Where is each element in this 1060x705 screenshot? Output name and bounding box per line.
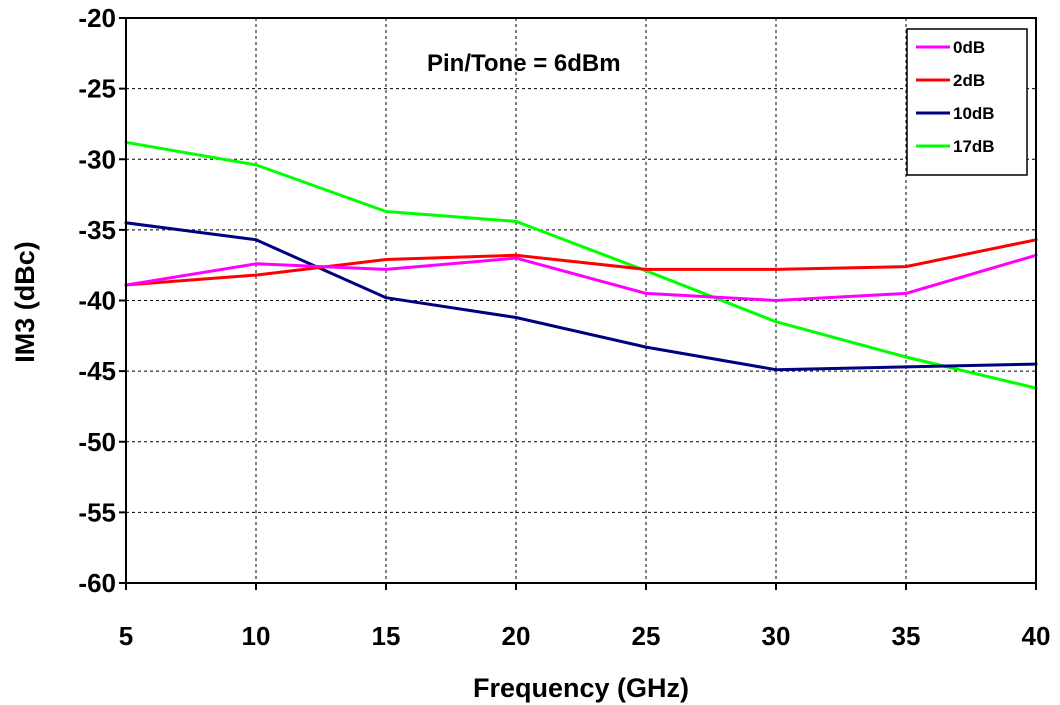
data-point-10dB	[254, 238, 258, 242]
data-point-10dB	[514, 316, 518, 319]
data-point-0dB	[644, 291, 648, 295]
series-line-10dB	[124, 221, 1038, 372]
x-tick-label: 20	[502, 621, 531, 651]
y-axis-ticks: -20 -25 -30 -35 -40 -45 -50 -55 -60	[78, 3, 126, 598]
data-point-17dB	[774, 320, 778, 324]
y-tick-label: -35	[78, 215, 116, 245]
data-point-10dB	[904, 365, 908, 369]
chart-annotation: Pin/Tone = 6dBm	[427, 50, 621, 77]
y-tick-label: -45	[78, 356, 116, 386]
legend-box	[906, 28, 1028, 176]
data-point-0dB	[384, 267, 388, 271]
data-point-0dB	[254, 262, 258, 266]
x-tick-label: 30	[762, 621, 791, 651]
x-tick-label: 5	[119, 621, 133, 651]
data-point-0dB	[904, 291, 908, 295]
plot-series	[124, 140, 1038, 390]
legend-label-17dB: 17dB	[953, 137, 995, 156]
data-point-2dB	[384, 258, 388, 261]
y-tick-label: -50	[78, 427, 116, 457]
y-tick-label: -55	[78, 497, 116, 527]
x-tick-label: 40	[1022, 621, 1051, 651]
y-tick-label: -25	[78, 74, 116, 104]
data-point-17dB	[904, 355, 908, 359]
legend-label-2dB: 2dB	[953, 71, 985, 90]
data-point-0dB	[514, 256, 518, 260]
data-point-17dB	[384, 210, 388, 213]
legend: 0dB 2dB 10dB 17dB	[906, 28, 1028, 176]
y-tick-label: -30	[78, 144, 116, 174]
data-point-2dB	[904, 265, 908, 269]
y-tick-label: -20	[78, 3, 116, 33]
data-point-10dB	[384, 296, 388, 300]
series-line-17dB	[124, 140, 1038, 390]
x-tick-label: 10	[242, 621, 271, 651]
series-line-0dB	[124, 253, 1038, 302]
y-tick-label: -60	[78, 568, 116, 598]
legend-label-0dB: 0dB	[953, 38, 985, 57]
x-tick-label: 15	[372, 621, 401, 651]
data-point-10dB	[774, 368, 778, 372]
legend-label-10dB: 10dB	[953, 104, 995, 123]
data-point-10dB	[644, 345, 648, 349]
data-point-17dB	[514, 219, 518, 223]
x-tick-label: 25	[632, 621, 661, 651]
x-tick-label: 35	[892, 621, 921, 651]
x-axis-title: Frequency (GHz)	[473, 673, 689, 703]
y-axis-title: IM3 (dBc)	[10, 241, 40, 363]
data-point-2dB	[514, 253, 518, 257]
data-point-2dB	[644, 267, 648, 271]
y-tick-label: -40	[78, 286, 116, 316]
grid	[126, 18, 1036, 583]
data-point-17dB	[254, 163, 258, 167]
data-point-2dB	[254, 273, 258, 277]
data-point-2dB	[774, 267, 778, 271]
data-point-0dB	[774, 299, 778, 302]
x-axis-ticks: 5 10 15 20 25 30 35 40	[119, 583, 1051, 651]
series-line-2dB	[124, 238, 1038, 287]
